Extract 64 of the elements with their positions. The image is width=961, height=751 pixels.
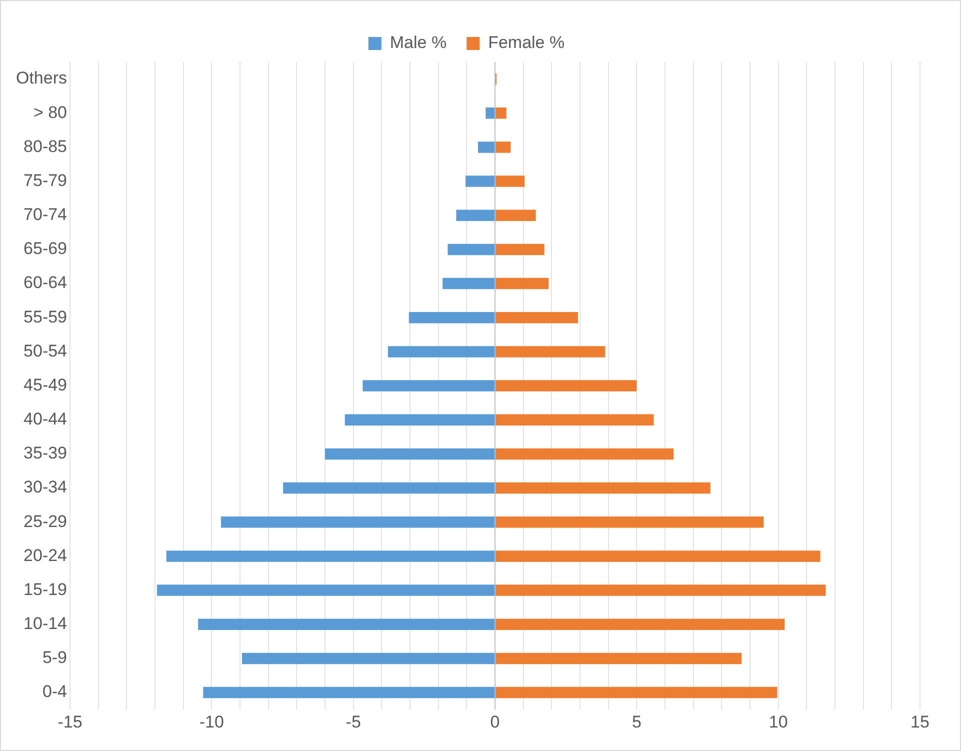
- bar: [325, 448, 495, 460]
- bar: [496, 312, 578, 324]
- bar: [496, 584, 826, 596]
- y-tick-label: 0-4: [42, 682, 68, 702]
- x-tick-label: -5: [346, 712, 361, 732]
- bar: [496, 380, 637, 392]
- y-tick-label: 15-19: [24, 580, 68, 599]
- bar: [496, 482, 710, 494]
- y-tick-label: 80-85: [24, 136, 68, 156]
- x-tick-label: 5: [632, 712, 642, 732]
- bar: [496, 448, 674, 460]
- bar: [362, 380, 495, 392]
- bar: [456, 210, 495, 222]
- bar: [408, 312, 495, 324]
- y-tick-label: 55-59: [24, 307, 68, 326]
- bar: [344, 414, 495, 426]
- x-tick-label: 0: [490, 712, 500, 732]
- bar: [283, 482, 495, 494]
- bar: [486, 108, 495, 119]
- y-tick-label: 35-39: [24, 444, 68, 463]
- y-tick-label: > 80: [33, 102, 68, 122]
- bar: [198, 618, 495, 630]
- y-tick-label: 25-29: [24, 512, 68, 531]
- bar: [496, 210, 536, 222]
- bar: [496, 278, 549, 290]
- y-tick-label: 75-79: [24, 170, 68, 190]
- legend-label: Male %: [390, 33, 447, 52]
- bar: [496, 142, 511, 153]
- y-tick-label: Others: [16, 68, 68, 88]
- bar: [388, 346, 495, 358]
- bar: [496, 516, 764, 528]
- x-tick-label: 15: [910, 712, 930, 732]
- bar: [496, 550, 820, 562]
- y-tick-label: 45-49: [24, 375, 68, 394]
- y-tick-label: 60-64: [24, 273, 68, 292]
- bar: [242, 652, 495, 664]
- x-tick-label: -10: [199, 712, 224, 732]
- bar: [496, 618, 785, 630]
- y-tick-label: 30-34: [24, 478, 68, 497]
- x-tick-label: 10: [768, 712, 788, 732]
- bar: [496, 244, 544, 256]
- bar: [496, 414, 654, 426]
- y-tick-label: 20-24: [24, 546, 68, 565]
- bar: [496, 346, 606, 358]
- bar: [496, 108, 506, 119]
- bar: [496, 652, 742, 664]
- y-tick-label: 50-54: [24, 341, 68, 360]
- bar: [496, 686, 778, 698]
- bar: [203, 686, 495, 698]
- x-tick-label: -15: [58, 712, 82, 732]
- bar: [166, 550, 495, 562]
- bar: [221, 516, 495, 528]
- bar: [448, 244, 495, 256]
- legend-label: Female %: [488, 33, 565, 52]
- bar: [442, 278, 495, 290]
- y-tick-label: 70-74: [24, 205, 68, 224]
- bar: [478, 142, 495, 153]
- bar: [496, 176, 524, 187]
- y-tick-label: 5-9: [42, 648, 68, 668]
- y-tick-label: 10-14: [24, 614, 68, 634]
- y-tick-label: 65-69: [24, 239, 68, 258]
- bar: [157, 584, 495, 596]
- y-tick-label: 40-44: [24, 410, 68, 429]
- bar: [466, 176, 495, 187]
